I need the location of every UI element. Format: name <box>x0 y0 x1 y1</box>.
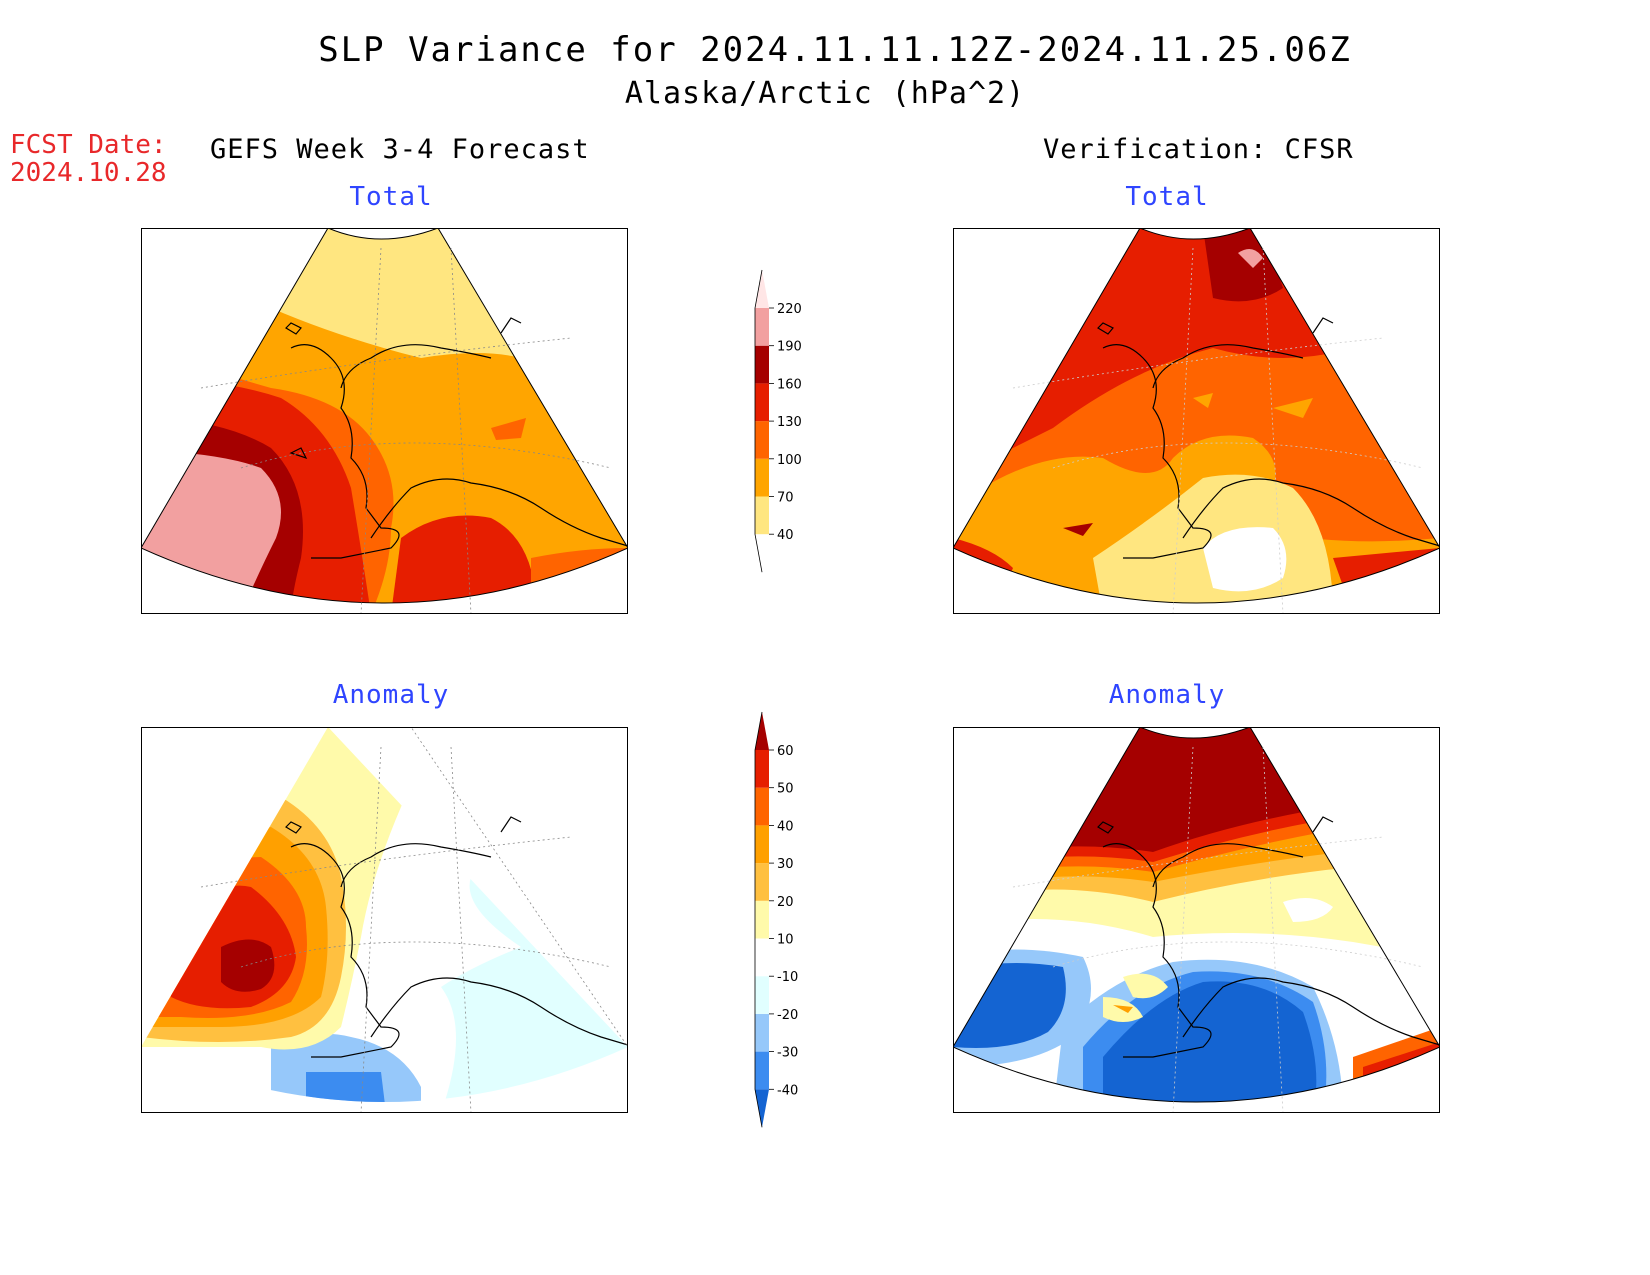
cbar-anom-tick-label: 60 <box>777 744 794 759</box>
cbar-anom-segment <box>755 750 769 788</box>
colorbar-total: 40 70 100 130 160 190 220 <box>754 269 802 573</box>
cbar-total-tick-label: 160 <box>777 377 802 392</box>
cbar-total-segment <box>755 383 769 422</box>
cbar-anom-cap-bottom <box>755 1089 769 1128</box>
cbar-total-tick-label: 70 <box>777 491 794 506</box>
panel-title-top-left: Total <box>349 182 433 212</box>
subtitle: Alaska/Arctic (hPa^2) <box>624 76 1026 111</box>
panel-title-bottom-right: Anomaly <box>1108 680 1226 710</box>
cbar-total-cap-top <box>755 270 769 308</box>
cbar-anom-outline <box>754 711 763 1128</box>
cbar-anom-tick-label: -20 <box>777 1008 798 1023</box>
cbar-anom-tick-label: -40 <box>777 1083 798 1098</box>
frame-top-right <box>953 228 1440 614</box>
cbar-anom-tick-label: 30 <box>777 857 794 872</box>
frame-top-left <box>141 228 628 614</box>
cbar-anom-tick-label: -30 <box>777 1046 798 1061</box>
cbar-total-tick-label: 40 <box>777 528 794 543</box>
cbar-total-segment <box>755 496 769 535</box>
cbar-anom-segment <box>755 825 769 864</box>
cbar-anom-tick-label: -10 <box>777 970 798 985</box>
cbar-total-segment <box>755 458 769 497</box>
cbar-total-segment <box>755 345 769 384</box>
cbar-total-outline <box>754 269 763 573</box>
map-verification-anomaly <box>953 727 1440 1113</box>
cbar-anom-segment <box>755 900 769 939</box>
map-forecast-total <box>141 228 628 614</box>
cbar-anom-segment <box>755 863 769 901</box>
panel-title-top-right: Total <box>1125 182 1209 212</box>
forecast-date-value: 2024.10.28 <box>10 158 167 188</box>
cbar-total-tick-label: 100 <box>777 453 802 468</box>
cbar-total-tick-label: 130 <box>777 415 802 430</box>
map-verification-total <box>953 228 1440 614</box>
cbar-anom-segment <box>755 1013 769 1052</box>
cbar-anom-cap-top <box>755 712 769 750</box>
cbar-anom-tick-label: 40 <box>777 819 794 834</box>
colorbar-anomaly: -40 -30 -20 -10 10 20 30 40 50 60 <box>754 711 798 1128</box>
cbar-anom-tick-label: 20 <box>777 895 794 910</box>
cbar-anom-segment <box>755 1051 769 1090</box>
cbar-total-segment <box>755 308 769 346</box>
cbar-anom-tick-label: 50 <box>777 782 794 797</box>
cbar-anom-segment <box>755 787 769 826</box>
cbar-total-tick-label: 220 <box>777 302 802 317</box>
forecast-date-label: FCST Date: <box>10 130 167 160</box>
cbar-anom-segment <box>755 938 769 977</box>
map-forecast-anomaly <box>141 727 628 1113</box>
right-column-title: Verification: CFSR <box>1043 134 1354 165</box>
panel-title-bottom-left: Anomaly <box>332 680 450 710</box>
left-column-title: GEFS Week 3-4 Forecast <box>210 134 590 165</box>
frame-bottom-right <box>953 727 1440 1113</box>
cbar-total-cap-bottom <box>755 534 769 573</box>
main-title: SLP Variance for 2024.11.11.12Z-2024.11.… <box>318 30 1352 70</box>
cbar-total-tick-label: 190 <box>777 340 802 355</box>
cbar-anom-segment <box>755 976 769 1014</box>
cbar-total-segment <box>755 421 769 459</box>
cbar-anom-tick-label: 10 <box>777 933 794 948</box>
frame-bottom-left <box>141 727 628 1113</box>
